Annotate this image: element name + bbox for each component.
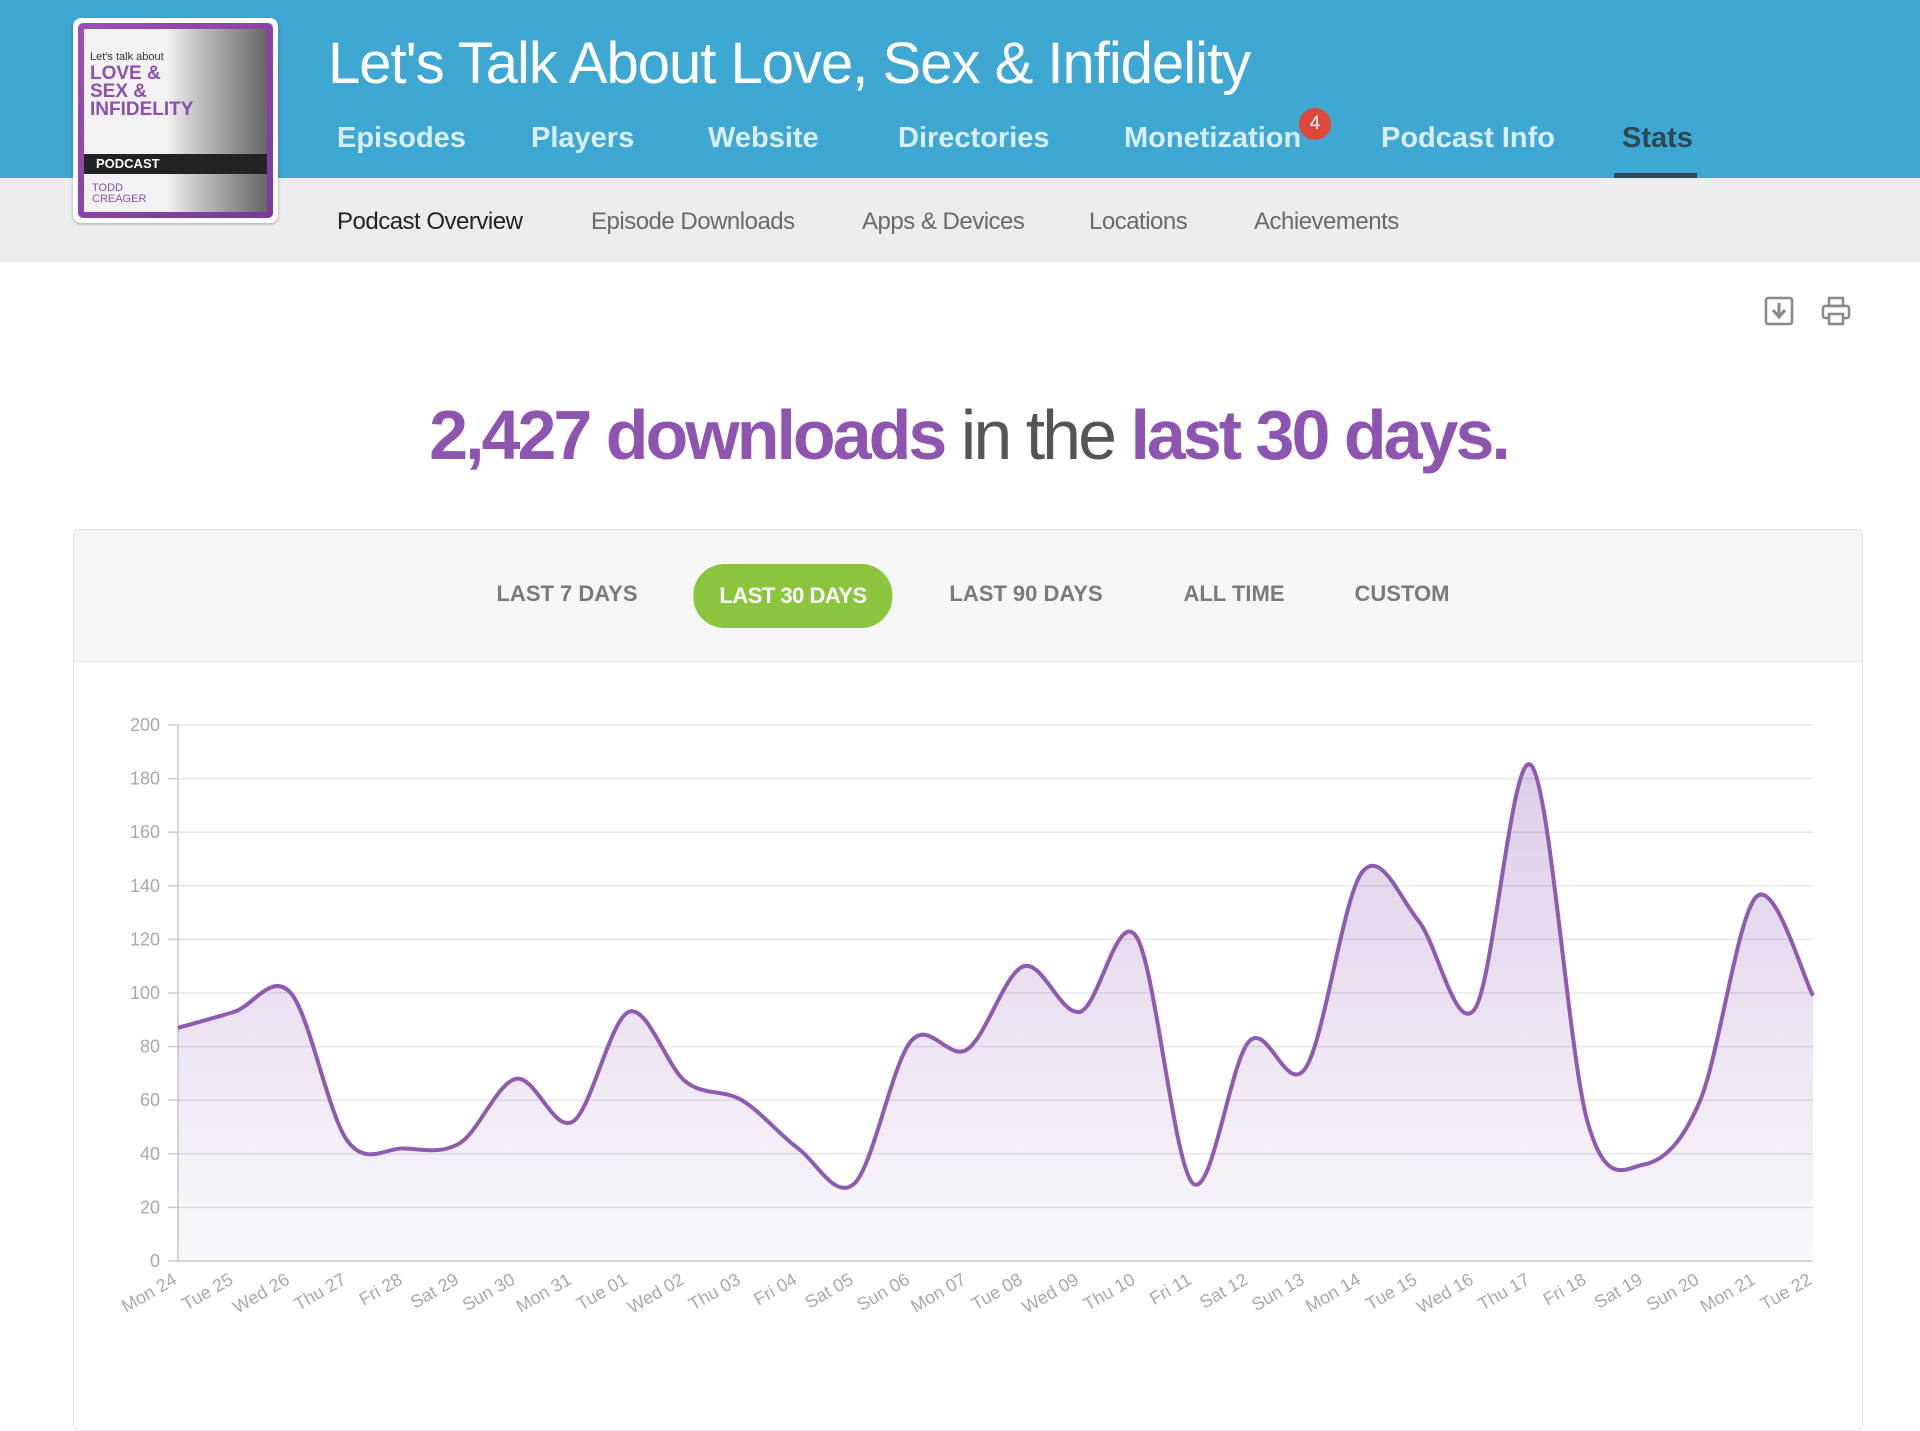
y-tick-label: 140 [130,876,160,896]
x-tick-label: Wed 02 [624,1269,687,1317]
y-tick-label: 40 [140,1144,160,1164]
subnav-tab[interactable]: Apps & Devices [862,208,1025,235]
logo-intro: Let's talk about [90,51,164,63]
y-tick-label: 0 [150,1251,160,1271]
range-button[interactable]: CUSTOM [1354,581,1450,606]
x-tick-label: Fri 11 [1146,1269,1195,1309]
area [178,764,1813,1261]
y-tick-label: 80 [140,1037,160,1057]
x-tick-label: Fri 18 [1540,1269,1590,1309]
x-tick-label: Fri 28 [356,1269,406,1309]
nav-tab[interactable]: Website [708,122,819,154]
y-tick-label: 100 [130,983,160,1003]
nav-tab[interactable]: Monetization [1124,122,1302,154]
print-icon[interactable] [1821,296,1851,326]
subnav-tab[interactable]: Achievements [1254,208,1399,235]
subnav-tab[interactable]: Episode Downloads [591,208,795,235]
subnav-tab[interactable]: Podcast Overview [337,208,523,235]
range-button[interactable]: LAST 90 DAYS [949,581,1103,606]
nav-tab[interactable]: Stats [1622,122,1693,154]
subnav-tab[interactable]: Locations [1089,208,1188,235]
logo-author-line: TODD [92,182,123,194]
notification-badge: 4 [1299,108,1331,140]
headline-count: 2,427 downloads [429,396,947,474]
x-tick-label: Mon 24 [118,1269,180,1316]
range-button[interactable]: ALL TIME [1183,581,1285,606]
x-tick-label: Tue 08 [968,1269,1026,1314]
headline: 2,427 downloads in the last 30 days. [0,395,1920,475]
logo: Let's talk about LOVE & SEX & INFIDELITY P… [73,18,278,223]
headline-middle: in the [960,396,1117,474]
x-tick-label: Sat 12 [1196,1269,1251,1312]
range-button-active[interactable]: LAST 30 DAYS [693,564,893,628]
x-tick-label: Mon 21 [1697,1269,1759,1316]
podcast-title: Let's Talk About Love, Sex & Infidelity [328,31,1251,96]
x-tick-label: Mon 07 [907,1269,969,1316]
y-tick-label: 180 [130,769,160,789]
line [177,762,1815,1190]
logo-title-line: INFIDELITY [90,99,194,120]
x-tick-label: Thu 10 [1080,1269,1139,1314]
nav-tab[interactable]: Directories [898,122,1050,154]
nav-tab[interactable]: Podcast Info [1381,122,1556,154]
logo-title-line: LOVE & [90,63,161,84]
x-tick-label: Sat 05 [801,1269,856,1312]
x-tick-label: Wed 09 [1019,1269,1082,1317]
logo-art: Let's talk about LOVE & SEX & INFIDELITY P… [78,23,273,218]
x-tick-label: Fri 04 [750,1269,800,1309]
x-tick-label: Thu 27 [291,1269,350,1314]
logo-author: TODD CREAGER [92,183,146,205]
active-tab-underline [1614,173,1697,178]
x-tick-label: Wed 26 [229,1269,292,1317]
download-icon[interactable] [1764,296,1794,326]
nav-tab[interactable]: Players [531,122,635,154]
x-tick-label: Sun 06 [854,1269,913,1315]
y-tick-label: 20 [140,1197,160,1217]
x-tick-label: Mon 31 [513,1269,575,1316]
x-tick-label: Sun 20 [1643,1269,1702,1315]
headline-period: last 30 days. [1130,396,1510,474]
y-tick-label: 120 [130,929,160,949]
x-tick-label: Sun 30 [459,1269,518,1315]
x-tick-label: Tue 22 [1757,1269,1815,1314]
x-tick-label: Sat 29 [407,1269,462,1312]
header-bar [0,0,1920,178]
x-tick-label: Tue 15 [1362,1269,1420,1314]
logo-author-line: CREAGER [92,193,147,205]
y-tick-label: 60 [140,1090,160,1110]
x-tick-label: Mon 14 [1302,1269,1364,1316]
y-tick-label: 160 [130,822,160,842]
y-tick-label: 200 [130,715,160,735]
range-button[interactable]: LAST 7 DAYS [496,581,638,606]
subnav-bar [0,178,1920,262]
x-tick-label: Sun 13 [1248,1269,1307,1315]
x-tick-label: Tue 25 [178,1269,236,1314]
logo-title: LOVE & SEX & INFIDELITY [90,63,194,120]
logo-title-line: SEX & [90,81,148,102]
x-tick-label: Wed 16 [1413,1269,1476,1317]
x-tick-label: Thu 03 [685,1269,744,1314]
x-tick-label: Tue 01 [573,1269,631,1314]
x-tick-label: Sat 19 [1591,1269,1646,1312]
x-tick-label: Thu 17 [1475,1269,1534,1314]
logo-badge: PODCAST [84,154,267,174]
nav-tab[interactable]: Episodes [337,122,466,154]
